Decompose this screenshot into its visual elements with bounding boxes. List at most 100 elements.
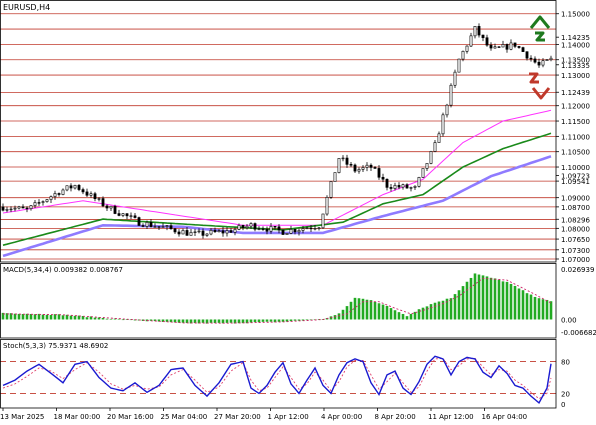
candle-body bbox=[157, 226, 161, 228]
candle-body bbox=[193, 231, 197, 233]
macd-bar bbox=[229, 319, 233, 323]
candle-body bbox=[425, 163, 429, 169]
candle-body bbox=[69, 185, 73, 189]
macd-bar bbox=[261, 319, 265, 322]
macd-bar bbox=[417, 309, 421, 320]
candle-body bbox=[185, 230, 189, 236]
macd-bar bbox=[89, 316, 93, 320]
macd-bar bbox=[269, 319, 273, 322]
candle-body bbox=[533, 58, 537, 63]
candle-body bbox=[381, 176, 385, 180]
price-label-p1: 1.15000 bbox=[561, 11, 590, 19]
support-resistance-levels bbox=[0, 13, 556, 260]
macd-bar bbox=[537, 298, 541, 320]
candle-body bbox=[165, 225, 169, 227]
candle-body bbox=[485, 37, 489, 46]
candle-body bbox=[325, 197, 329, 215]
macd-bar bbox=[365, 299, 369, 320]
macd-bar bbox=[357, 298, 361, 320]
trend-down-arrow-icon bbox=[529, 72, 551, 100]
candle-body bbox=[61, 189, 65, 195]
candle-body bbox=[261, 228, 265, 230]
candle-body bbox=[189, 232, 193, 236]
candle-body bbox=[169, 225, 173, 230]
candle-body bbox=[253, 223, 257, 230]
macd-bar bbox=[81, 316, 85, 320]
macd-bar bbox=[425, 306, 429, 320]
macd-bar bbox=[37, 313, 41, 320]
macd-bar bbox=[301, 319, 305, 321]
macd-bar bbox=[273, 319, 277, 323]
candle-body bbox=[345, 157, 349, 165]
macd-bar bbox=[109, 318, 113, 320]
price-label-p4: 1.13500 bbox=[561, 57, 590, 65]
macd-bar bbox=[381, 304, 385, 320]
macd-bar bbox=[1, 312, 5, 320]
time-axis: 13 Mar 2025 18 Mar 00:00 20 Mar 16:00 25 Ma… bbox=[0, 408, 527, 421]
macd-bar bbox=[5, 313, 9, 320]
macd-bar bbox=[257, 319, 261, 323]
candle-body bbox=[421, 168, 425, 178]
macd-bar bbox=[253, 319, 257, 323]
candle-body bbox=[265, 229, 269, 232]
macd-bar bbox=[57, 314, 61, 320]
trend-up-arrow-icon bbox=[529, 15, 551, 42]
stochastic-lines bbox=[2, 355, 552, 404]
macd-bar bbox=[473, 273, 477, 320]
candle-body bbox=[1, 206, 5, 211]
price-label-p18: 1.08000 bbox=[561, 225, 590, 233]
down-arrow-shape bbox=[529, 72, 551, 100]
macd-bar bbox=[541, 299, 545, 320]
candle-body bbox=[245, 225, 249, 228]
macd-bar bbox=[149, 319, 153, 321]
candle-body bbox=[497, 46, 501, 48]
macd-bar bbox=[517, 288, 521, 320]
panel-frame bbox=[0, 339, 557, 409]
macd-bar bbox=[77, 315, 81, 320]
macd-bar bbox=[529, 294, 533, 320]
candle-body bbox=[233, 229, 237, 233]
macd-bar bbox=[525, 293, 529, 320]
macd-bar bbox=[213, 319, 217, 324]
candle-body bbox=[133, 215, 137, 218]
candle-body bbox=[281, 229, 285, 235]
candle-body bbox=[505, 44, 509, 50]
price-label-p13: 1.09723 bbox=[561, 173, 590, 181]
macd-bar bbox=[61, 315, 65, 320]
candle-body bbox=[81, 189, 85, 193]
stoch-title: Stoch(5,3,3) 75.9371 48.6902 bbox=[3, 342, 108, 350]
stoch-line bbox=[2, 355, 552, 404]
macd-bar bbox=[277, 319, 281, 322]
macd-bar bbox=[17, 313, 21, 320]
stoch-tick-label: 0 bbox=[561, 401, 565, 409]
macd-bar bbox=[361, 298, 365, 320]
candle-body bbox=[221, 230, 225, 234]
price-label-p21: 1.07000 bbox=[561, 256, 590, 264]
macd-bar bbox=[337, 313, 341, 320]
candle-body bbox=[201, 230, 205, 236]
price-label-p17: 1.08296 bbox=[561, 216, 590, 224]
macd-bar bbox=[393, 310, 397, 320]
candle-body bbox=[537, 61, 541, 66]
candle-body bbox=[317, 227, 321, 229]
candle-body bbox=[445, 104, 449, 116]
candle-body bbox=[217, 230, 221, 233]
macd-bar bbox=[121, 319, 125, 321]
candle-body bbox=[361, 167, 365, 170]
macd-bar bbox=[345, 306, 349, 320]
candle-body bbox=[117, 213, 121, 216]
macd-bar bbox=[193, 319, 197, 323]
candle-body bbox=[209, 230, 213, 235]
candle-body bbox=[145, 222, 149, 227]
macd-bar bbox=[265, 319, 269, 322]
candlesticks bbox=[1, 23, 553, 239]
candle-body bbox=[173, 228, 177, 233]
time-label: 13 Mar 2025 bbox=[0, 413, 44, 421]
candle-body bbox=[25, 207, 29, 210]
candle-body bbox=[5, 209, 9, 211]
price-label-p3: 1.14000 bbox=[561, 41, 590, 49]
candle-body bbox=[53, 193, 57, 197]
price-label-p2: 1.14235 bbox=[561, 34, 590, 42]
candle-body bbox=[97, 198, 101, 200]
macd-bar bbox=[437, 301, 441, 320]
